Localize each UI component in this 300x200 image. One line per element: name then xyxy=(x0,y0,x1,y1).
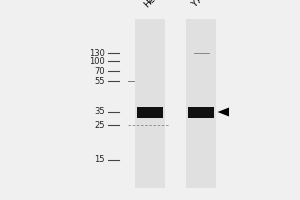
Bar xyxy=(188,106,214,117)
Text: Y79: Y79 xyxy=(190,0,208,9)
Bar xyxy=(137,106,163,117)
Text: 130: 130 xyxy=(89,48,105,58)
Bar xyxy=(186,19,216,188)
Text: 55: 55 xyxy=(94,76,105,86)
Bar xyxy=(135,19,165,188)
Text: HeLa: HeLa xyxy=(142,0,165,9)
Text: 35: 35 xyxy=(94,108,105,116)
Text: 70: 70 xyxy=(94,66,105,75)
Text: 15: 15 xyxy=(94,156,105,164)
Text: 100: 100 xyxy=(89,56,105,66)
Polygon shape xyxy=(218,108,229,116)
Text: 25: 25 xyxy=(94,120,105,130)
